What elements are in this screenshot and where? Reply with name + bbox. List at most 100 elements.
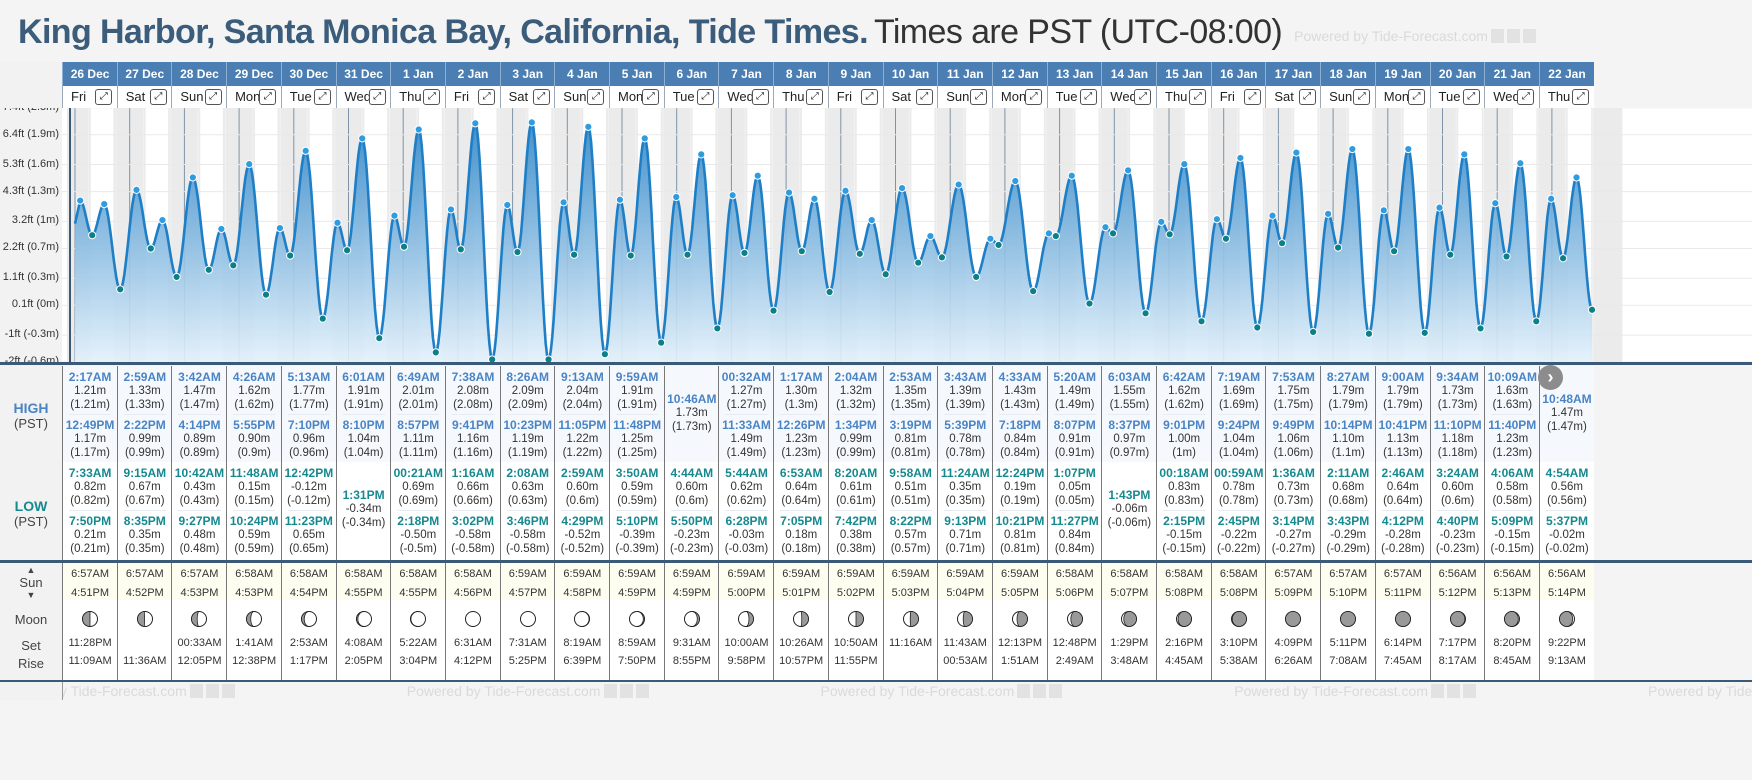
expand-day-icon[interactable]: ⤢	[478, 89, 496, 105]
expand-day-icon[interactable]: ⤢	[204, 89, 222, 105]
high-tide-point	[897, 184, 907, 193]
low-tide-entry: 6:53AM 0.64m (0.64m)	[774, 466, 828, 508]
moonset-time: 8:19AM	[563, 637, 602, 649]
high-tide-height-alt: (1.11m)	[398, 447, 438, 459]
expand-day-icon[interactable]: ⤢	[915, 89, 933, 105]
high-tide-height: 1.13m	[1386, 433, 1419, 445]
high-tide-time: 10:23PM	[503, 418, 553, 432]
low-tide-height: 0.78m	[1222, 481, 1255, 493]
high-tide-time: 9:24PM	[1217, 418, 1260, 432]
low-tide-time: 5:44AM	[725, 466, 768, 480]
low-tide-height-alt: (0.59m)	[234, 543, 274, 555]
day-of-week: Sat	[508, 89, 529, 104]
low-tide-height: 0.51m	[894, 481, 927, 493]
moonrise-time: 11:36AM	[123, 655, 167, 667]
high-tide-height: 1.11m	[402, 433, 434, 445]
expand-day-icon[interactable]: ⤢	[1572, 89, 1590, 105]
high-tide-point	[390, 211, 399, 220]
day-of-week: Sun	[946, 89, 970, 104]
low-tide-point	[972, 272, 981, 282]
low-tide-point	[1364, 329, 1374, 338]
sunset-time: 5:12PM	[1438, 587, 1477, 599]
expand-day-icon[interactable]: ⤢	[970, 89, 988, 105]
expand-day-icon[interactable]: ⤢	[1189, 89, 1207, 105]
moon-phase-icon	[300, 611, 317, 627]
expand-day-icon[interactable]: ⤢	[368, 89, 386, 105]
low-tide-height-alt: (0.57m)	[890, 543, 931, 555]
expand-day-icon[interactable]: ⤢	[1517, 89, 1535, 105]
sun-cell: 6:59AM 4:59PM	[663, 563, 719, 600]
expand-day-icon[interactable]: ⤢	[1134, 89, 1152, 105]
expand-day-icon[interactable]: ⤢	[1462, 89, 1480, 105]
low-tide-point	[994, 240, 1003, 250]
expand-day-icon[interactable]: ⤢	[1298, 89, 1316, 105]
brand-icon	[1033, 684, 1047, 698]
sunset-time: 5:01PM	[782, 587, 821, 599]
high-tide-entry: 00:32AM 1.27m (1.27m)	[719, 370, 773, 412]
entry-separator	[1491, 414, 1534, 415]
low-tide-height: -0.02m	[1549, 529, 1585, 541]
high-tide-height-alt: (1.39m)	[945, 399, 986, 411]
entry-separator	[1272, 510, 1315, 511]
expand-day-icon[interactable]: ⤢	[1025, 89, 1043, 105]
low-tide-height: 0.66m	[457, 481, 489, 493]
low-tide-height: 0.69m	[402, 481, 435, 493]
high-tide-height: 1.49m	[730, 433, 763, 445]
high-tide-cell: 2:59AM 1.33m (1.33m) 2:22PM 0.99m (0.99m)	[116, 366, 172, 462]
expand-day-icon[interactable]: ⤢	[95, 89, 113, 105]
low-tide-height: 0.71m	[949, 529, 982, 541]
expand-day-icon[interactable]: ⤢	[149, 89, 167, 105]
moon-cell: 12:13PM 1:51AM	[991, 600, 1048, 680]
day-of-week: Wed	[727, 89, 754, 104]
low-tide-height: 0.64m	[1386, 481, 1419, 493]
high-tide-entry: 1:34PM 0.99m (0.99m)	[829, 418, 883, 460]
high-tide-height: 0.96m	[292, 433, 325, 445]
high-tide-height: 1.22m	[566, 433, 599, 445]
high-tide-point	[784, 188, 794, 197]
sun-cell: 6:57AM 4:51PM	[62, 563, 118, 600]
date-header: 14 Jan	[1101, 62, 1157, 86]
high-tide-entry: 8:37PM 0.97m (0.97m)	[1102, 418, 1156, 460]
expand-day-icon[interactable]: ⤢	[1353, 89, 1371, 105]
low-tide-height-alt: (0.82m)	[70, 495, 110, 507]
y-tick-label: 1.1ft (0.3m)	[2, 271, 59, 284]
sunrise-time: 6:58AM	[235, 568, 274, 580]
low-tide-time: 8:22PM	[889, 514, 932, 528]
moonset-time: 6:31AM	[454, 637, 492, 649]
expand-day-icon[interactable]: ⤢	[1407, 89, 1425, 105]
expand-day-icon[interactable]: ⤢	[587, 89, 605, 105]
expand-day-icon[interactable]: ⤢	[806, 89, 824, 105]
sunrise-time: 6:57AM	[180, 568, 219, 580]
high-tide-cell: 9:34AM 1.73m (1.73m) 11:10PM 1.18m (1.18m)	[1429, 366, 1485, 462]
high-tide-point	[986, 234, 995, 243]
low-tide-height-alt: (-0.15m)	[1162, 543, 1206, 555]
expand-day-icon[interactable]: ⤢	[1243, 89, 1261, 105]
expand-day-icon[interactable]: ⤢	[860, 89, 878, 105]
entry-separator	[561, 510, 604, 511]
moon-cell: 4:09PM 6:26AM	[1265, 600, 1321, 680]
high-tide-time: 10:09AM	[1487, 370, 1537, 384]
low-tide-time: 7:50PM	[69, 514, 112, 528]
expand-day-icon[interactable]: ⤢	[642, 89, 660, 105]
moon-phase-icon	[136, 611, 153, 627]
expand-day-icon[interactable]: ⤢	[1079, 89, 1097, 105]
sun-cell: 6:56AM 5:13PM	[1484, 563, 1540, 600]
high-tide-height: 1.30m	[785, 385, 818, 397]
sunset-time: 4:59PM	[672, 587, 711, 599]
entry-separator	[1217, 414, 1260, 415]
high-tide-height: 1.06m	[1277, 433, 1310, 445]
expand-day-icon[interactable]: ⤢	[696, 89, 714, 105]
divider	[0, 680, 1752, 682]
expand-day-icon[interactable]: ⤢	[423, 89, 441, 105]
day-of-week: Sat	[1274, 89, 1294, 104]
expand-day-icon[interactable]: ⤢	[532, 89, 550, 105]
date-header: 8 Jan	[773, 62, 829, 86]
high-tide-height-alt: (1.35m)	[890, 399, 931, 411]
low-tide-height-alt: (-0.39m)	[615, 543, 659, 555]
low-tide-entry: 1:07PM 0.05m (0.05m)	[1048, 466, 1102, 508]
expand-day-icon[interactable]: ⤢	[313, 89, 331, 105]
expand-day-icon[interactable]: ⤢	[259, 89, 277, 105]
next-days-button[interactable]: ›	[1538, 365, 1563, 390]
low-tide-point	[261, 290, 271, 299]
expand-day-icon[interactable]: ⤢	[751, 89, 769, 105]
